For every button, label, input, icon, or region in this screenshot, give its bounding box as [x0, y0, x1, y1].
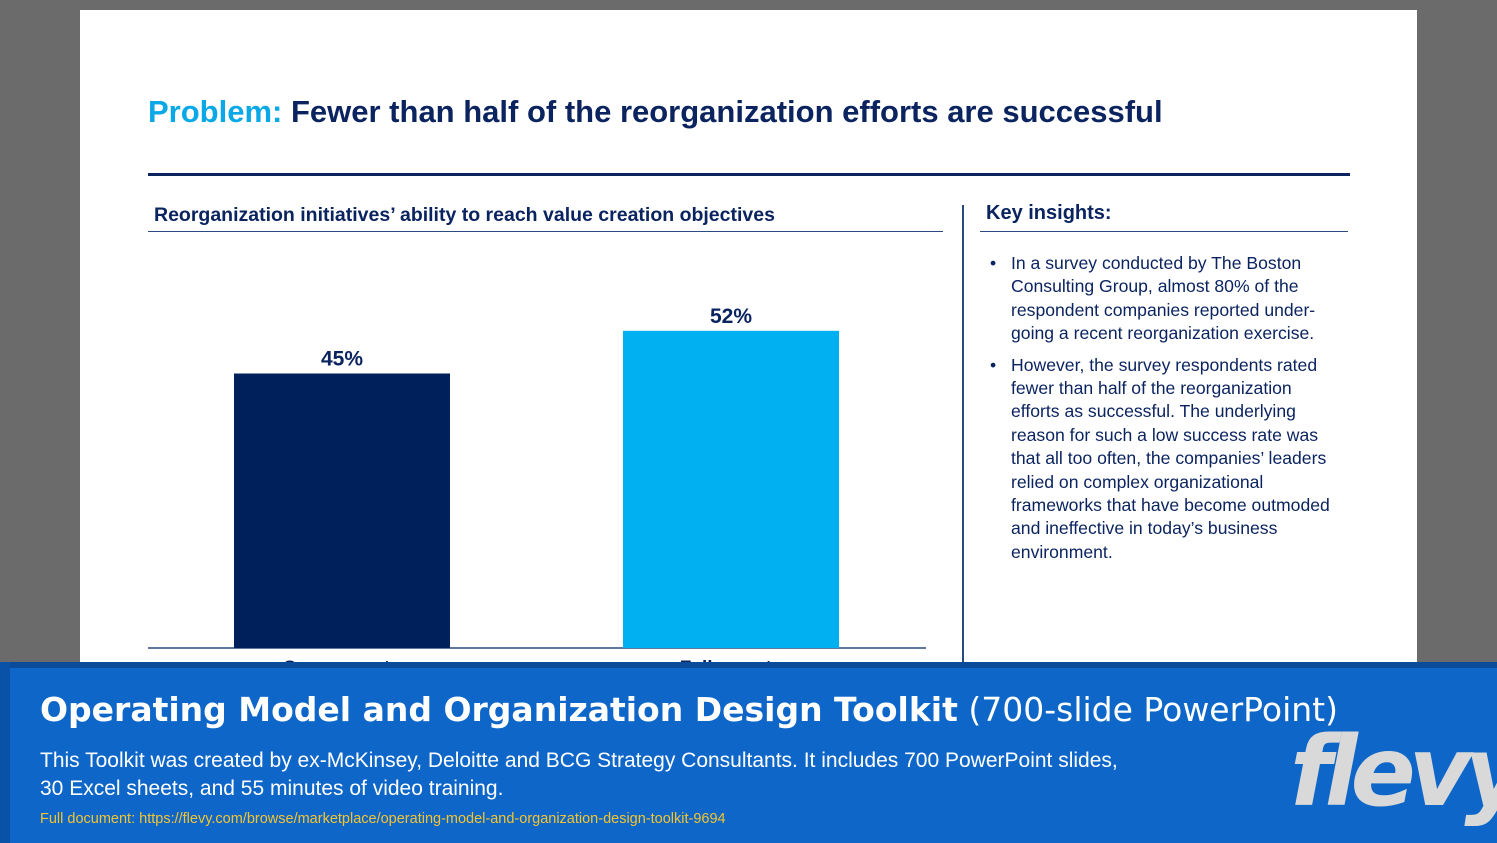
bullet-icon: •: [990, 253, 997, 273]
footer-title-rest: (700-slide PowerPoint): [957, 690, 1338, 729]
data-label: 45%: [321, 348, 363, 371]
title-text: Fewer than half of the reorganization ef…: [282, 94, 1163, 129]
chart-heading: Reorganization initiatives’ ability to r…: [154, 204, 775, 226]
title-divider: [148, 173, 1350, 176]
column-divider: [962, 205, 964, 670]
insight-text: In a survey conducted by The Boston Cons…: [1011, 253, 1316, 344]
chart-heading-divider: [148, 231, 943, 232]
insights-heading: Key insights:: [986, 202, 1112, 224]
data-label: 52%: [710, 305, 752, 328]
bar-success-rate: [234, 373, 450, 648]
footer-left-accent: [0, 662, 10, 843]
bar-chart: 45%Success rate52%Failure rate: [148, 235, 928, 670]
flevy-logo[interactable]: flevy: [1290, 716, 1497, 828]
bar-chart-svg: 45%Success rate52%Failure rate: [148, 305, 926, 670]
title-prefix: Problem:: [148, 94, 283, 129]
footer-top-border: [0, 662, 1497, 668]
full-document-link[interactable]: Full document: https://flevy.com/browse/…: [40, 811, 726, 827]
slide-title: Problem: Fewer than half of the reorgani…: [148, 94, 1163, 130]
bar-failure-rate: [623, 330, 839, 648]
insight-text: However, the survey respondents rated fe…: [1011, 354, 1330, 562]
insight-item: • However, the survey respondents rated …: [988, 354, 1333, 565]
insight-item: • In a survey conducted by The Boston Co…: [988, 252, 1333, 346]
insights-heading-divider: [980, 231, 1348, 232]
footer-title: Operating Model and Organization Design …: [40, 690, 1338, 729]
slide: Problem: Fewer than half of the reorgani…: [80, 10, 1417, 670]
footer-title-bold: Operating Model and Organization Design …: [40, 690, 958, 729]
promo-footer: Operating Model and Organization Design …: [0, 662, 1497, 843]
insights-list: • In a survey conducted by The Boston Co…: [988, 252, 1333, 572]
bullet-icon: •: [990, 354, 997, 375]
footer-description: This Toolkit was created by ex-McKinsey,…: [40, 749, 1118, 800]
